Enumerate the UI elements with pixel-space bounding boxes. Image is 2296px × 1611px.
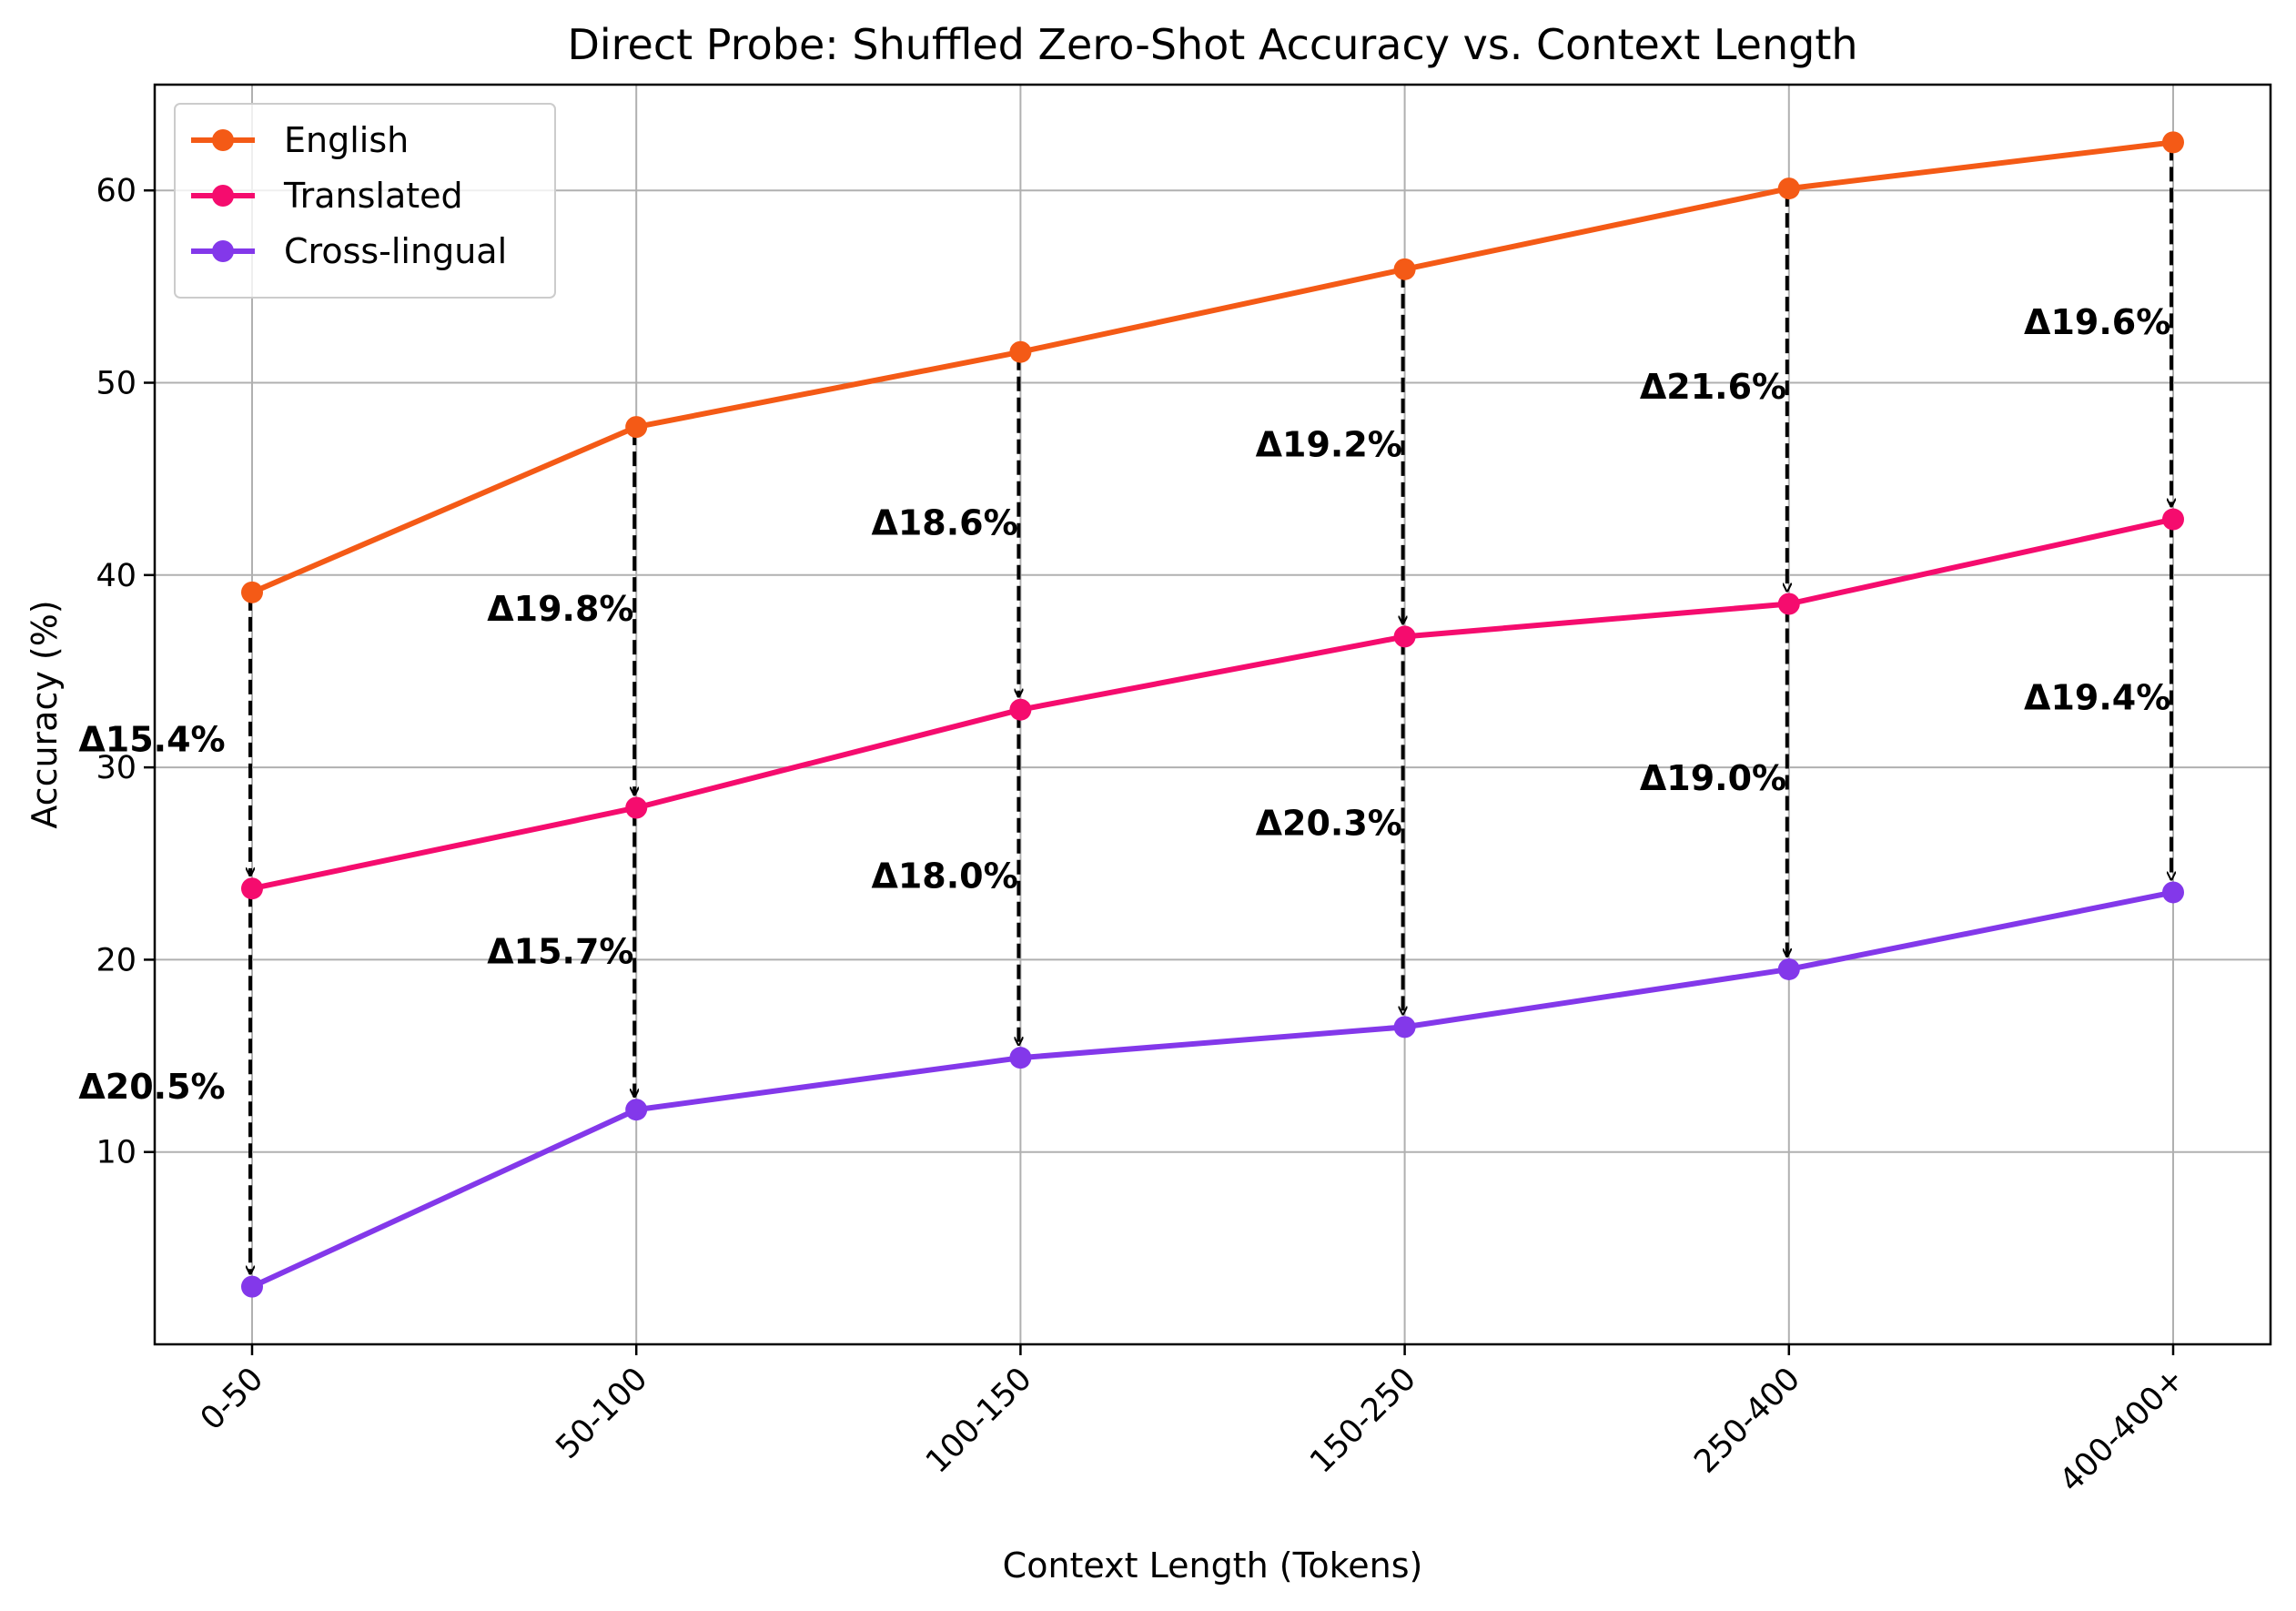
- x-tick-label: 150-250: [1303, 1361, 1423, 1481]
- delta-label: Δ18.0%: [871, 856, 1017, 896]
- delta-label: Δ15.4%: [78, 720, 225, 760]
- y-tick-label: 20: [96, 942, 137, 978]
- y-tick-label: 50: [96, 366, 137, 402]
- data-point-translated: [625, 796, 648, 819]
- y-tick-label: 30: [96, 750, 137, 786]
- series-lines: [250, 139, 2174, 1290]
- legend-label-cross-lingual: Cross-lingual: [284, 231, 507, 271]
- data-point-translated: [1777, 593, 1800, 615]
- legend: English Translated Cross-lingual: [174, 103, 556, 299]
- delta-label: Δ20.3%: [1256, 803, 1402, 843]
- data-point-english: [1393, 258, 1416, 280]
- delta-label: Δ19.6%: [2024, 302, 2170, 342]
- x-tick-label: 250-400: [1687, 1361, 1807, 1481]
- data-point-translated: [2162, 508, 2184, 531]
- legend-label-english: English: [284, 120, 409, 160]
- data-point-translated: [1009, 698, 1032, 721]
- x-tick-label: 50-100: [550, 1361, 655, 1466]
- legend-label-translated: Translated: [283, 176, 463, 216]
- x-axis-label: Context Length (Tokens): [1003, 1545, 1423, 1586]
- series-line-cross-lingual: [250, 889, 2174, 1290]
- delta-label: Δ20.5%: [78, 1067, 225, 1107]
- x-tick-label: 100-150: [919, 1361, 1039, 1481]
- series-line-translated: [251, 516, 2174, 892]
- data-point-english: [625, 416, 648, 439]
- y-tick-label: 40: [96, 558, 137, 594]
- series-points: [241, 131, 2184, 1298]
- delta-label: Δ19.8%: [487, 589, 633, 629]
- data-point-english: [1777, 177, 1800, 200]
- x-tick-label: 0-50: [194, 1361, 270, 1437]
- y-axis-label: Accuracy (%): [25, 600, 65, 828]
- data-point-translated: [241, 877, 263, 900]
- delta-label: Δ19.0%: [1640, 758, 1786, 798]
- delta-label: Δ15.7%: [487, 932, 633, 972]
- legend-marker-english: [212, 129, 234, 151]
- data-point-cross-lingual: [1393, 1016, 1416, 1039]
- y-tick-label: 60: [96, 173, 137, 209]
- data-point-cross-lingual: [241, 1275, 263, 1298]
- data-point-cross-lingual: [1009, 1047, 1032, 1069]
- legend-marker-translated: [212, 185, 234, 207]
- delta-label: Δ19.4%: [2024, 677, 2170, 717]
- data-point-english: [1009, 340, 1032, 363]
- delta-label: Δ18.6%: [871, 502, 1017, 542]
- data-point-cross-lingual: [2162, 881, 2184, 904]
- delta-annotations: Δ15.4% Δ20.5% Δ19.8% Δ15.7% Δ18.6% Δ18.0% Δ19.…: [78, 146, 2171, 1273]
- plot-frame: [153, 83, 2272, 1346]
- delta-label: Δ21.6%: [1640, 367, 1786, 407]
- delta-label: Δ19.2%: [1256, 425, 1402, 465]
- data-point-translated: [1393, 625, 1416, 648]
- x-tick-label: 400-400+: [2053, 1361, 2191, 1499]
- data-point-english: [2162, 131, 2184, 154]
- data-point-english: [241, 581, 263, 603]
- data-point-cross-lingual: [625, 1099, 648, 1121]
- y-tick-label: 10: [96, 1135, 137, 1171]
- data-point-cross-lingual: [1777, 957, 1800, 980]
- legend-marker-cross-lingual: [212, 240, 234, 262]
- series-line-english: [250, 139, 2174, 595]
- legend-box: [174, 103, 556, 299]
- chart-title: Direct Probe: Shuffled Zero-Shot Accurac…: [567, 20, 1857, 69]
